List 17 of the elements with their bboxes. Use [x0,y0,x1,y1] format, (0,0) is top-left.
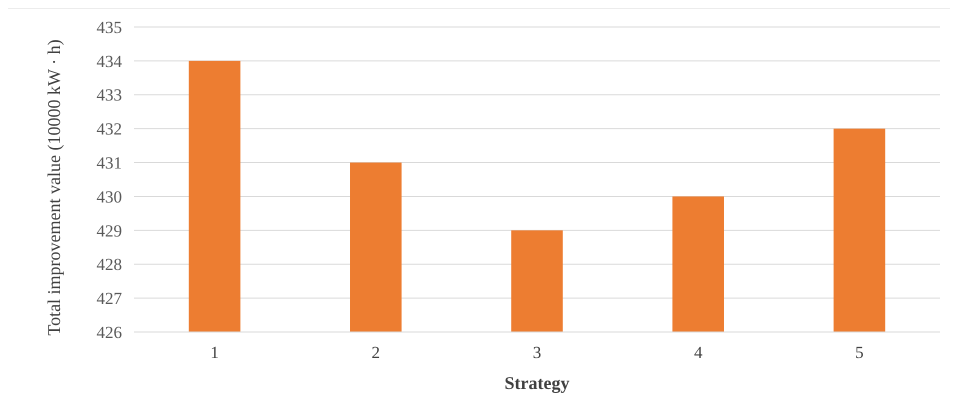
y-tick-label: 435 [96,18,122,37]
x-tick-label: 4 [694,343,703,362]
y-tick-label: 432 [96,120,122,139]
y-tick-label: 434 [96,52,122,71]
y-tick-label: 426 [96,322,122,342]
y-tick-label: 431 [96,154,122,173]
y-tick-label: 428 [96,255,122,274]
y-axis-title: Total improvement value (10000 kW · h) [44,39,64,336]
x-tick-label: 3 [532,343,542,362]
y-tick-label: 429 [96,221,122,240]
x-tick-label: 2 [372,343,380,362]
y-tick-label: 430 [96,187,122,206]
y-tick-label: 427 [96,289,122,308]
x-tick-label: 1 [210,343,219,362]
x-axis-title: Strategy [504,373,570,393]
x-tick-label: 5 [855,343,864,362]
y-tick-label: 433 [96,86,122,105]
